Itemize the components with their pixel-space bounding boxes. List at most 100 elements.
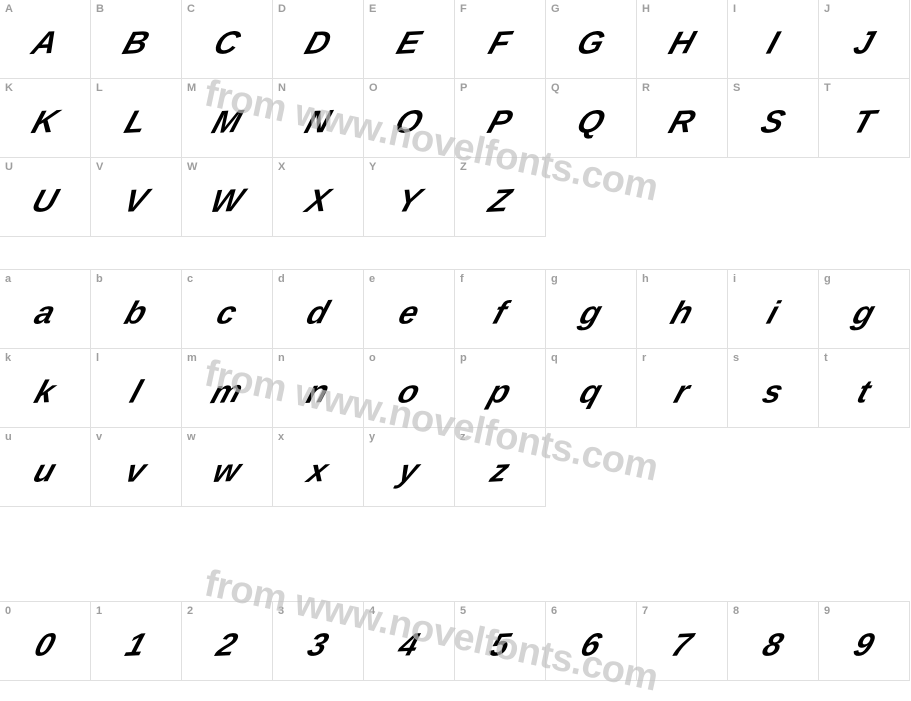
glyph: W — [206, 182, 249, 221]
glyph-cell: kk — [0, 348, 91, 428]
cell-label: q — [551, 352, 558, 364]
cell-label: T — [824, 82, 831, 94]
glyph-cell: xx — [272, 427, 364, 507]
cell-label: k — [5, 352, 11, 364]
cell-label: O — [369, 82, 378, 94]
glyph-cell: 33 — [272, 601, 364, 681]
cell-label: x — [278, 431, 284, 443]
cell-label: f — [460, 273, 464, 285]
cell-label: y — [369, 431, 375, 443]
glyph: d — [302, 294, 334, 332]
glyph-cell: BB — [90, 0, 182, 79]
cell-label: p — [460, 352, 467, 364]
glyph: q — [575, 373, 607, 411]
glyph: 7 — [667, 626, 697, 664]
cell-label: d — [278, 273, 285, 285]
glyph: r — [670, 373, 695, 411]
cell-label: W — [187, 161, 197, 173]
glyph: H — [664, 24, 700, 62]
glyph-cell: 66 — [545, 601, 637, 681]
glyph: N — [300, 103, 336, 141]
glyph: 5 — [485, 626, 515, 664]
glyph-cell: AA — [0, 0, 91, 79]
glyph-cell: JJ — [818, 0, 910, 79]
cell-label: n — [278, 352, 285, 364]
glyph: f — [489, 294, 512, 332]
glyph-cell: 55 — [454, 601, 546, 681]
glyph-cell: rr — [636, 348, 728, 428]
glyph-cell: pp — [454, 348, 546, 428]
cell-label: D — [278, 3, 286, 15]
cell-label: Z — [460, 161, 467, 173]
cell-label: M — [187, 82, 196, 94]
cell-label: V — [96, 161, 103, 173]
glyph-cell: ss — [727, 348, 819, 428]
glyph: D — [300, 24, 336, 62]
glyph-cell: ee — [363, 269, 455, 349]
cell-label: Y — [369, 161, 376, 173]
glyph: x — [303, 452, 333, 490]
glyph: p — [484, 373, 516, 411]
glyph: Y — [392, 182, 426, 220]
glyph-cell: 77 — [636, 601, 728, 681]
cell-label: P — [460, 82, 467, 94]
glyph-cell: MM — [181, 78, 273, 158]
glyph: C — [209, 24, 245, 62]
glyph: k — [30, 373, 60, 411]
glyph: T — [848, 103, 880, 141]
cell-label: z — [460, 431, 466, 443]
cell-label: w — [187, 431, 196, 443]
glyph-cell: QQ — [545, 78, 637, 158]
cell-label: u — [5, 431, 12, 443]
glyph-cell: yy — [363, 427, 455, 507]
glyph: m — [207, 373, 248, 411]
cell-label: b — [96, 273, 103, 285]
glyph-cell: HH — [636, 0, 728, 79]
cell-label: R — [642, 82, 650, 94]
cell-label: r — [642, 352, 646, 364]
glyph: S — [756, 103, 790, 141]
glyph-cell: RR — [636, 78, 728, 158]
glyph: Z — [484, 182, 516, 220]
glyph-cell: PP — [454, 78, 546, 158]
glyph: 0 — [30, 626, 60, 664]
cell-label: i — [733, 273, 736, 285]
glyph: G — [572, 24, 609, 62]
glyph: M — [207, 103, 246, 141]
cell-label: K — [5, 82, 13, 94]
glyph-cell: 22 — [181, 601, 273, 681]
glyph: 6 — [576, 626, 606, 664]
glyph-cell: ff — [454, 269, 546, 349]
glyph: 8 — [758, 626, 788, 664]
glyph: 3 — [303, 626, 333, 664]
glyph-cell: CC — [181, 0, 273, 79]
digits-grid: 00112233445566778899 — [0, 602, 910, 681]
glyph: l — [125, 373, 146, 410]
cell-label: g — [551, 273, 558, 285]
glyph: b — [120, 294, 152, 332]
cell-label: 7 — [642, 605, 648, 617]
cell-label: l — [96, 352, 99, 364]
cell-label: m — [187, 352, 197, 364]
cell-label: t — [824, 352, 828, 364]
glyph-cell: gg — [818, 269, 910, 349]
glyph-cell: TT — [818, 78, 910, 158]
cell-label: E — [369, 3, 376, 15]
glyph-cell: 99 — [818, 601, 910, 681]
cell-label: 8 — [733, 605, 739, 617]
cell-label: o — [369, 352, 376, 364]
glyph: P — [483, 103, 517, 141]
cell-label: h — [642, 273, 649, 285]
cell-label: s — [733, 352, 739, 364]
cell-label: C — [187, 3, 195, 15]
cell-label: Q — [551, 82, 560, 94]
cell-label: 6 — [551, 605, 557, 617]
glyph: 9 — [849, 626, 879, 664]
glyph-cell: 00 — [0, 601, 91, 681]
cell-label: N — [278, 82, 286, 94]
glyph-cell: oo — [363, 348, 455, 428]
glyph-cell: II — [727, 0, 819, 79]
cell-label: H — [642, 3, 650, 15]
cell-label: c — [187, 273, 193, 285]
glyph-cell: cc — [181, 269, 273, 349]
